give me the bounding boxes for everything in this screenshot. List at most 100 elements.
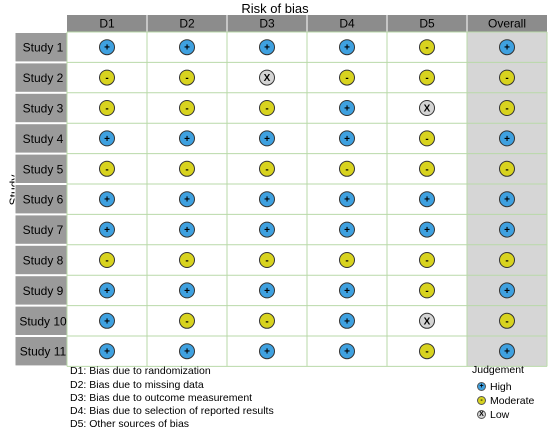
cell-marker	[259, 160, 275, 177]
cell-symbol: -	[505, 316, 508, 327]
row-label-box	[14, 244, 68, 276]
cell-marker	[419, 160, 435, 177]
cell-symbol: +	[504, 286, 510, 297]
cell-symbol: -	[265, 256, 268, 267]
cell-marker	[99, 343, 115, 360]
cell-symbol: +	[344, 43, 350, 54]
cell-marker	[259, 221, 275, 238]
cell-marker	[179, 191, 195, 208]
cell-symbol: +	[264, 286, 270, 297]
cell-marker	[259, 343, 275, 360]
cell-marker	[339, 312, 355, 329]
row-label-box	[14, 62, 68, 93]
cell-marker	[499, 160, 515, 177]
cell-symbol: +	[424, 195, 430, 206]
cell-symbol: +	[344, 195, 350, 206]
cell-marker	[419, 39, 435, 56]
cell-marker	[419, 252, 435, 268]
legend-moderate-swatch: -	[477, 396, 486, 405]
cell-symbol: -	[425, 73, 428, 84]
cell-symbol: -	[265, 104, 268, 115]
cell-marker	[99, 39, 115, 56]
cell-marker	[259, 312, 275, 329]
cell-marker	[499, 39, 515, 56]
cell-marker	[179, 69, 195, 86]
cell-symbol: +	[264, 225, 270, 236]
cell-symbol: +	[344, 347, 350, 358]
cell-symbol: -	[505, 256, 508, 267]
cell-marker	[179, 282, 195, 299]
row-label-box	[14, 153, 68, 185]
cell-symbol: X	[264, 73, 271, 84]
cell-marker	[259, 282, 275, 299]
cell-marker	[259, 130, 275, 147]
cell-symbol: -	[185, 256, 188, 267]
cell-marker	[499, 252, 515, 268]
cell-symbol: +	[264, 134, 270, 145]
cell-symbol: +	[504, 134, 510, 145]
cell-marker	[99, 252, 115, 268]
cell-marker	[259, 69, 275, 86]
cell-marker	[499, 69, 515, 86]
cell-marker	[179, 39, 195, 56]
cell-marker	[419, 130, 435, 147]
row-label: Study 7	[23, 223, 64, 237]
cell-symbol: +	[104, 316, 110, 327]
legend-title: Judgement	[472, 364, 524, 376]
cell-marker	[179, 343, 195, 360]
cell-symbol: -	[105, 73, 108, 84]
row-label-box	[14, 214, 68, 245]
cell-marker	[419, 312, 435, 329]
row-label: Study 3	[23, 102, 64, 116]
cell-marker	[419, 191, 435, 208]
cell-marker	[499, 130, 515, 147]
cell-marker	[179, 130, 195, 147]
cell-marker	[339, 191, 355, 208]
cell-symbol: X	[424, 104, 431, 115]
cell-marker	[179, 160, 195, 177]
cell-symbol: -	[105, 164, 108, 175]
cell-symbol: +	[424, 225, 430, 236]
row-label: Study 5	[23, 162, 64, 176]
cell-marker	[339, 100, 355, 116]
row-label-box	[14, 92, 68, 124]
cell-symbol: -	[425, 286, 428, 297]
cell-marker	[99, 160, 115, 177]
column-header: Overall	[488, 17, 526, 31]
cell-marker	[419, 69, 435, 86]
cell-symbol: -	[185, 73, 188, 84]
cell-symbol: -	[105, 104, 108, 115]
cell-symbol: -	[425, 347, 428, 358]
cell-symbol: +	[344, 134, 350, 145]
column-header: D4	[339, 17, 355, 31]
footnote-d1: D1: Bias due to randomization	[70, 365, 211, 377]
cell-symbol: +	[344, 286, 350, 297]
cell-symbol: +	[504, 43, 510, 54]
cell-symbol: -	[345, 164, 348, 175]
cell-marker	[179, 252, 195, 268]
cell-symbol: -	[505, 104, 508, 115]
cell-symbol: +	[504, 225, 510, 236]
cell-symbol: -	[505, 73, 508, 84]
cell-symbol: +	[104, 195, 110, 206]
cell-marker	[259, 100, 275, 116]
cell-symbol: +	[184, 347, 190, 358]
cell-symbol: -	[105, 256, 108, 267]
cell-marker	[339, 160, 355, 177]
cell-marker	[499, 100, 515, 116]
legend-high-swatch: +	[477, 382, 486, 391]
cell-symbol: -	[265, 316, 268, 327]
cell-marker	[99, 69, 115, 86]
column-header: D5	[419, 17, 435, 31]
row-label: Study 8	[23, 254, 64, 268]
column-header: D1	[99, 17, 115, 31]
cell-symbol: -	[425, 43, 428, 54]
legend-low-swatch: X	[477, 410, 486, 419]
row-label-box	[14, 32, 68, 63]
cell-marker	[499, 282, 515, 299]
legend-item-high: + High	[477, 380, 512, 393]
cell-marker	[339, 39, 355, 56]
cell-marker	[339, 69, 355, 86]
cell-marker	[339, 252, 355, 268]
cell-marker	[339, 282, 355, 299]
